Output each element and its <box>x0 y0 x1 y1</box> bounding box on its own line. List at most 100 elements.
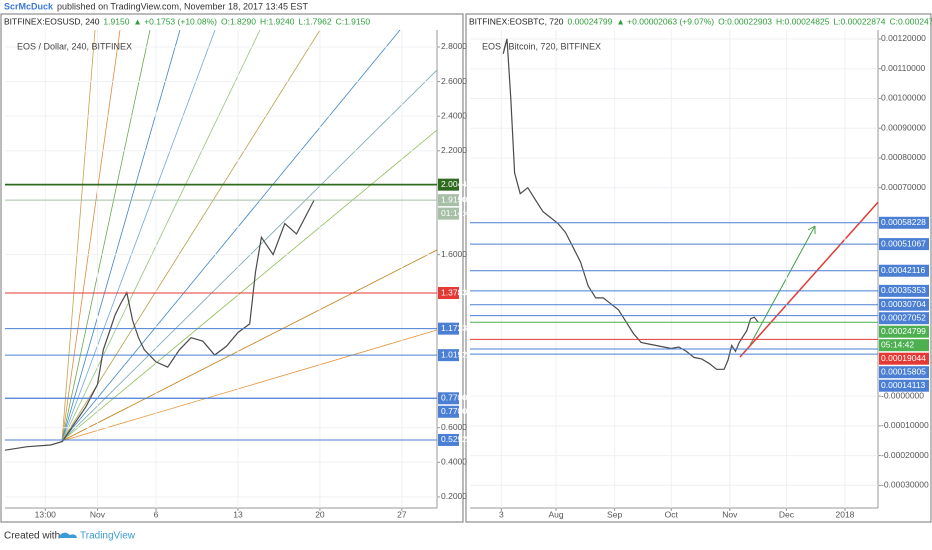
level-label-box <box>879 264 929 277</box>
level-label: 0.00027052 <box>881 312 926 322</box>
level-label-box <box>438 433 459 446</box>
arrow-line <box>749 225 816 346</box>
level-label-box <box>438 322 459 335</box>
chart-title: EOS / Bitcoin, 720, BITFINEX <box>482 41 601 51</box>
y-tick-label: -0.00010000 <box>881 420 929 430</box>
level-label: 0.5292 <box>441 434 467 444</box>
y-tick-label: 0.4000 <box>441 457 467 467</box>
level-label-box <box>438 178 459 191</box>
x-tick-label: 2018 <box>835 509 854 519</box>
symbol-info: L:1.7962 <box>298 16 331 26</box>
fan-line <box>61 30 261 442</box>
level-label-box <box>438 392 459 405</box>
symbol-info: O:0.00022903 <box>718 16 772 26</box>
fan-line <box>61 30 96 442</box>
symbol-info: H:1.9240 <box>260 16 295 26</box>
panel-right <box>465 13 932 523</box>
level-label-box <box>879 366 929 379</box>
level-label: 1.9150 <box>441 194 467 204</box>
y-tick-label: 0.00070000 <box>881 182 926 192</box>
level-label-box <box>879 379 929 392</box>
author: ScrMcDuck <box>4 1 54 11</box>
x-tick-label: Oct <box>665 509 679 519</box>
symbol-info: 0.00024799 <box>567 16 612 26</box>
x-tick-label: 3 <box>499 509 504 519</box>
drawings <box>739 201 878 358</box>
y-tick-label: 2.4000 <box>441 110 467 120</box>
level-label-box <box>879 325 929 338</box>
symbol-info: C:0.00024799 <box>889 16 932 26</box>
level-label-box <box>879 216 929 229</box>
header-text: published on TradingView.com, November 1… <box>57 1 308 11</box>
level-label-box <box>438 194 459 207</box>
y-tick-label: 0.00100000 <box>881 93 926 103</box>
fan-line <box>61 129 437 442</box>
x-tick-label: Dec <box>779 509 795 519</box>
gann-fan <box>61 30 437 442</box>
fan-line <box>61 30 151 442</box>
level-label: 0.00015805 <box>881 366 926 376</box>
brand-logo <box>58 532 77 538</box>
level-label: 1.3783 <box>441 287 467 297</box>
trend-line <box>739 201 878 358</box>
level-label: 2.0044 <box>441 179 467 189</box>
level-label-box <box>438 207 459 220</box>
level-label-box <box>879 352 929 365</box>
x-tick-label: 6 <box>154 509 159 519</box>
level-label: 0.00030704 <box>881 299 926 309</box>
y-tick-label: 2.2000 <box>441 145 467 155</box>
level-label: 01:14:42 <box>441 208 474 218</box>
symbol-info: C:1.9150 <box>336 16 371 26</box>
price-line <box>5 199 315 451</box>
level-label: 0.00019044 <box>881 353 926 363</box>
symbol-info: L:0.00022874 <box>833 16 885 26</box>
symbol-info: ▲ +0.00002063 (+9.07%) <box>616 16 714 26</box>
symbol-info: O:1.8290 <box>221 16 256 26</box>
x-tick-label: 13 <box>233 509 243 519</box>
y-tick-label: -0.00030000 <box>881 480 929 490</box>
level-label-box <box>438 405 459 418</box>
fan-line <box>61 30 216 442</box>
level-label-box <box>879 312 929 325</box>
level-label: 0.7700 <box>441 393 467 403</box>
fan-line <box>61 30 401 442</box>
level-label: 0.00058228 <box>881 217 926 227</box>
level-label: 05:14:42 <box>881 339 914 349</box>
level-label: 0.00051067 <box>881 238 926 248</box>
level-label: 1.1723 <box>441 323 467 333</box>
x-tick-label: Sep <box>607 509 622 519</box>
level-label-box <box>879 284 929 297</box>
level-label-box <box>879 339 929 352</box>
y-tick-label: 1.6000 <box>441 249 467 259</box>
level-label: 0.00035353 <box>881 285 926 295</box>
y-tick-label: 0.00090000 <box>881 122 926 132</box>
y-tick-label: 0.6000 <box>441 422 467 432</box>
brand: TradingView <box>80 531 136 542</box>
symbol-info: ▲ +0.1753 (+10.08%) <box>133 16 217 26</box>
level-label-box <box>438 287 459 300</box>
x-tick-label: 27 <box>397 509 407 519</box>
symbol-info: BITFINEX:EOSBTC, 720 <box>469 16 564 26</box>
fan-line <box>61 69 437 442</box>
arrow-head <box>807 225 816 234</box>
level-label-box <box>879 238 929 251</box>
x-tick-label: Nov <box>722 509 738 519</box>
symbol-info: 1.9150 <box>103 16 129 26</box>
plot <box>470 30 878 508</box>
fan-line <box>61 329 437 442</box>
symbol-info: H:0.00024825 <box>776 16 830 26</box>
level-label: 0.7700 <box>441 406 467 416</box>
x-tick-label: 20 <box>315 509 325 519</box>
level-label-box <box>879 298 929 311</box>
level-label: 0.00024799 <box>881 326 926 336</box>
panel-left <box>0 13 464 523</box>
x-tick-label: Aug <box>549 509 564 519</box>
symbol-info: BITFINEX:EOSUSD, 240 <box>4 16 100 26</box>
price-line <box>502 38 759 370</box>
y-tick-label: 2.6000 <box>441 76 467 86</box>
fan-line <box>61 30 121 442</box>
level-label: 0.00042116 <box>881 265 926 275</box>
level-label: 0.00014113 <box>881 380 926 390</box>
plot <box>5 30 437 508</box>
